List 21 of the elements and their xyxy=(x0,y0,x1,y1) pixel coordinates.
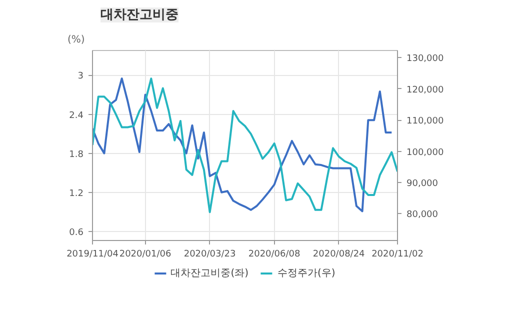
x-tick-label: 2020/06/08 xyxy=(248,250,301,260)
y-tick-label: 1.8 xyxy=(69,150,84,160)
x-tick-label: 2020/01/06 xyxy=(119,250,172,260)
x-tick-label: 2020/11/02 xyxy=(372,250,424,260)
y2-tick-label: 130,000 xyxy=(406,54,444,64)
chart-title: 대차잔고비중 xyxy=(100,8,178,22)
x-tick-label: 2020/08/24 xyxy=(312,250,366,260)
y2-tick-label: 90,000 xyxy=(406,178,438,189)
x-tick-label: 2020/03/23 xyxy=(184,250,236,260)
y2-tick-label: 80,000 xyxy=(406,210,438,220)
legend-label: 수정주가(우) xyxy=(278,267,336,280)
y2-tick-label: 110,000 xyxy=(406,116,444,127)
y-tick-label: 0.6 xyxy=(69,228,84,238)
legend-label: 대차잔고비중(좌) xyxy=(170,267,248,280)
y2-tick-label: 120,000 xyxy=(406,85,444,96)
y2-tick-label: 100,000 xyxy=(406,148,444,158)
y-tick-label: 1.2 xyxy=(69,188,84,199)
x-tick-label: 2019/11/04 xyxy=(66,250,119,260)
y-axis-title: (%) xyxy=(68,34,85,46)
y-tick-label: 3 xyxy=(78,72,84,82)
y-tick-label: 2.4 xyxy=(69,110,84,121)
